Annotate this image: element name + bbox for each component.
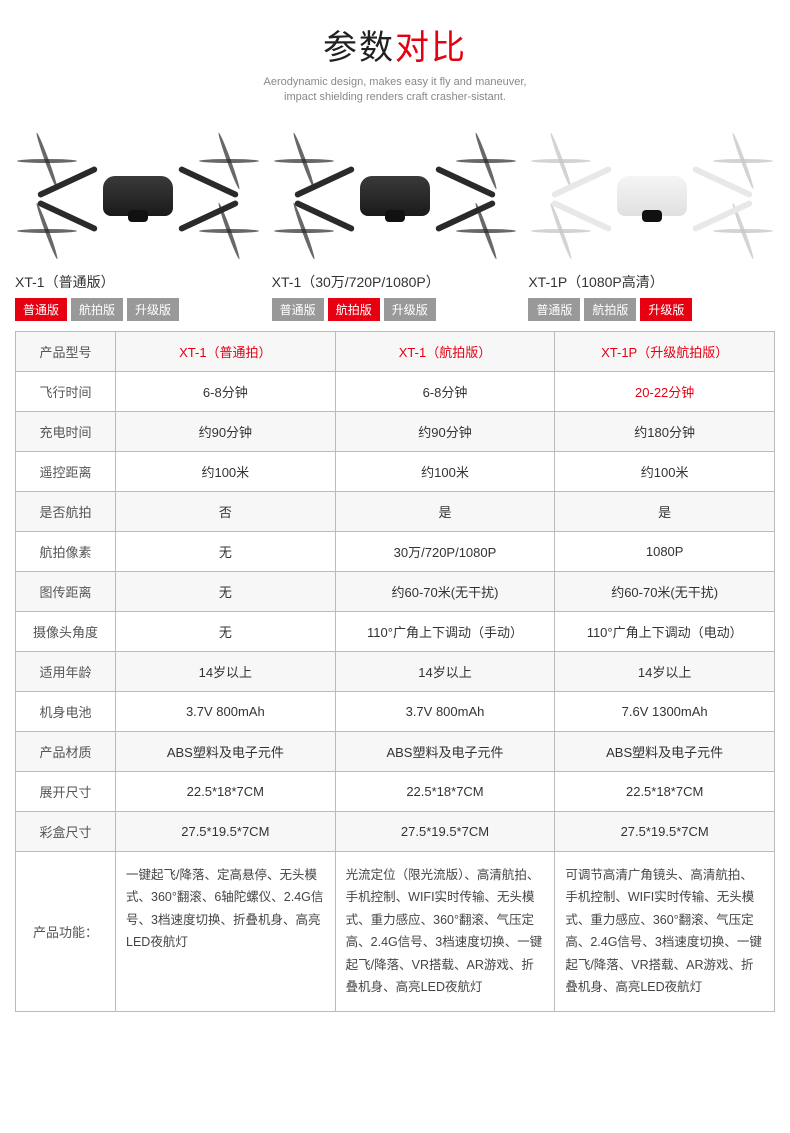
row-label: 遥控距离 <box>16 451 116 491</box>
comparison-table: 产品型号XT-1（普通拍）XT-1（航拍版）XT-1P（升级航拍版）飞行时间6-… <box>15 331 775 1012</box>
drone-icon <box>27 141 249 251</box>
row-label: 机身电池 <box>16 691 116 731</box>
spec-cell: 3.7V 800mAh <box>116 691 336 731</box>
features-cell: 一键起飞/降落、定高悬停、无头模式、360°翻滚、6轴陀螺仪、2.4G信号、3档… <box>116 851 336 1011</box>
spec-cell: 是 <box>335 491 555 531</box>
row-label: 图传距离 <box>16 571 116 611</box>
product-card: XT-1（30万/720P/1080P） 普通版航拍版升级版 <box>272 126 519 321</box>
spec-cell: 110°广角上下调动（电动） <box>555 611 775 651</box>
spec-cell: 无 <box>116 611 336 651</box>
page-title: 参数对比 <box>15 20 775 69</box>
row-label: 是否航拍 <box>16 491 116 531</box>
spec-cell: 22.5*18*7CM <box>335 771 555 811</box>
spec-cell: 否 <box>116 491 336 531</box>
spec-cell: 14岁以上 <box>335 651 555 691</box>
spec-cell: 30万/720P/1080P <box>335 531 555 571</box>
spec-cell: 14岁以上 <box>116 651 336 691</box>
spec-cell: 22.5*18*7CM <box>116 771 336 811</box>
spec-cell: 22.5*18*7CM <box>555 771 775 811</box>
spec-cell: 约100米 <box>555 451 775 491</box>
title-part2: 对比 <box>395 29 467 67</box>
spec-cell: 3.7V 800mAh <box>335 691 555 731</box>
header-model: XT-1（普通拍） <box>116 331 336 371</box>
subtitle: Aerodynamic design, makes easy it fly an… <box>15 75 775 106</box>
spec-cell: 约60-70米(无干扰) <box>335 571 555 611</box>
spec-cell: ABS塑料及电子元件 <box>116 731 336 771</box>
row-label: 展开尺寸 <box>16 771 116 811</box>
product-name: XT-1P（1080P高清） <box>528 272 775 292</box>
spec-cell: 约60-70米(无干扰) <box>555 571 775 611</box>
header-model: XT-1P（升级航拍版） <box>555 331 775 371</box>
header-model: XT-1（航拍版） <box>335 331 555 371</box>
row-label: 彩盒尺寸 <box>16 811 116 851</box>
spec-cell: 27.5*19.5*7CM <box>335 811 555 851</box>
spec-cell: 约180分钟 <box>555 411 775 451</box>
product-card: XT-1P（1080P高清） 普通版航拍版升级版 <box>528 126 775 321</box>
spec-cell: ABS塑料及电子元件 <box>555 731 775 771</box>
variant-tag: 升级版 <box>127 298 179 321</box>
product-card: XT-1（普通版） 普通版航拍版升级版 <box>15 126 262 321</box>
spec-cell: 7.6V 1300mAh <box>555 691 775 731</box>
product-image <box>528 126 775 266</box>
page-title-wrap: 参数对比 <box>15 20 775 69</box>
variant-tag: 普通版 <box>15 298 67 321</box>
tag-row: 普通版航拍版升级版 <box>272 298 519 321</box>
spec-cell: 27.5*19.5*7CM <box>116 811 336 851</box>
product-name: XT-1（30万/720P/1080P） <box>272 272 519 292</box>
spec-cell: 20-22分钟 <box>555 371 775 411</box>
spec-cell: 27.5*19.5*7CM <box>555 811 775 851</box>
row-label: 飞行时间 <box>16 371 116 411</box>
tag-row: 普通版航拍版升级版 <box>528 298 775 321</box>
spec-cell: 6-8分钟 <box>335 371 555 411</box>
variant-tag: 升级版 <box>384 298 436 321</box>
product-row: XT-1（普通版） 普通版航拍版升级版 XT-1（30万/720P/1080P）… <box>15 126 775 321</box>
row-label: 产品材质 <box>16 731 116 771</box>
spec-cell: 约90分钟 <box>335 411 555 451</box>
drone-icon <box>541 141 763 251</box>
features-label: 产品功能： <box>16 851 116 1011</box>
row-label: 航拍像素 <box>16 531 116 571</box>
variant-tag: 普通版 <box>272 298 324 321</box>
product-name: XT-1（普通版） <box>15 272 262 292</box>
product-image <box>15 126 262 266</box>
title-part1: 参数 <box>323 29 395 67</box>
spec-cell: 无 <box>116 571 336 611</box>
comparison-page: 参数对比 Aerodynamic design, makes easy it f… <box>0 0 790 1032</box>
row-label: 适用年龄 <box>16 651 116 691</box>
spec-cell: 是 <box>555 491 775 531</box>
variant-tag: 航拍版 <box>584 298 636 321</box>
variant-tag: 普通版 <box>528 298 580 321</box>
subtitle-line2: impact shielding renders craft crasher-s… <box>15 90 775 105</box>
product-image <box>272 126 519 266</box>
subtitle-line1: Aerodynamic design, makes easy it fly an… <box>15 75 775 90</box>
spec-cell: 14岁以上 <box>555 651 775 691</box>
features-cell: 可调节高清广角镜头、高清航拍、手机控制、WIFI实时传输、无头模式、重力感应、3… <box>555 851 775 1011</box>
variant-tag: 航拍版 <box>71 298 123 321</box>
variant-tag: 航拍版 <box>328 298 380 321</box>
row-label: 充电时间 <box>16 411 116 451</box>
spec-cell: 1080P <box>555 531 775 571</box>
spec-cell: 6-8分钟 <box>116 371 336 411</box>
tag-row: 普通版航拍版升级版 <box>15 298 262 321</box>
spec-cell: 约100米 <box>116 451 336 491</box>
header-label: 产品型号 <box>16 331 116 371</box>
spec-cell: 约100米 <box>335 451 555 491</box>
spec-cell: 无 <box>116 531 336 571</box>
features-cell: 光流定位（限光流版）、高清航拍、手机控制、WIFI实时传输、无头模式、重力感应、… <box>335 851 555 1011</box>
drone-icon <box>284 141 506 251</box>
row-label: 摄像头角度 <box>16 611 116 651</box>
spec-cell: 约90分钟 <box>116 411 336 451</box>
spec-cell: 110°广角上下调动（手动） <box>335 611 555 651</box>
variant-tag: 升级版 <box>640 298 692 321</box>
spec-cell: ABS塑料及电子元件 <box>335 731 555 771</box>
